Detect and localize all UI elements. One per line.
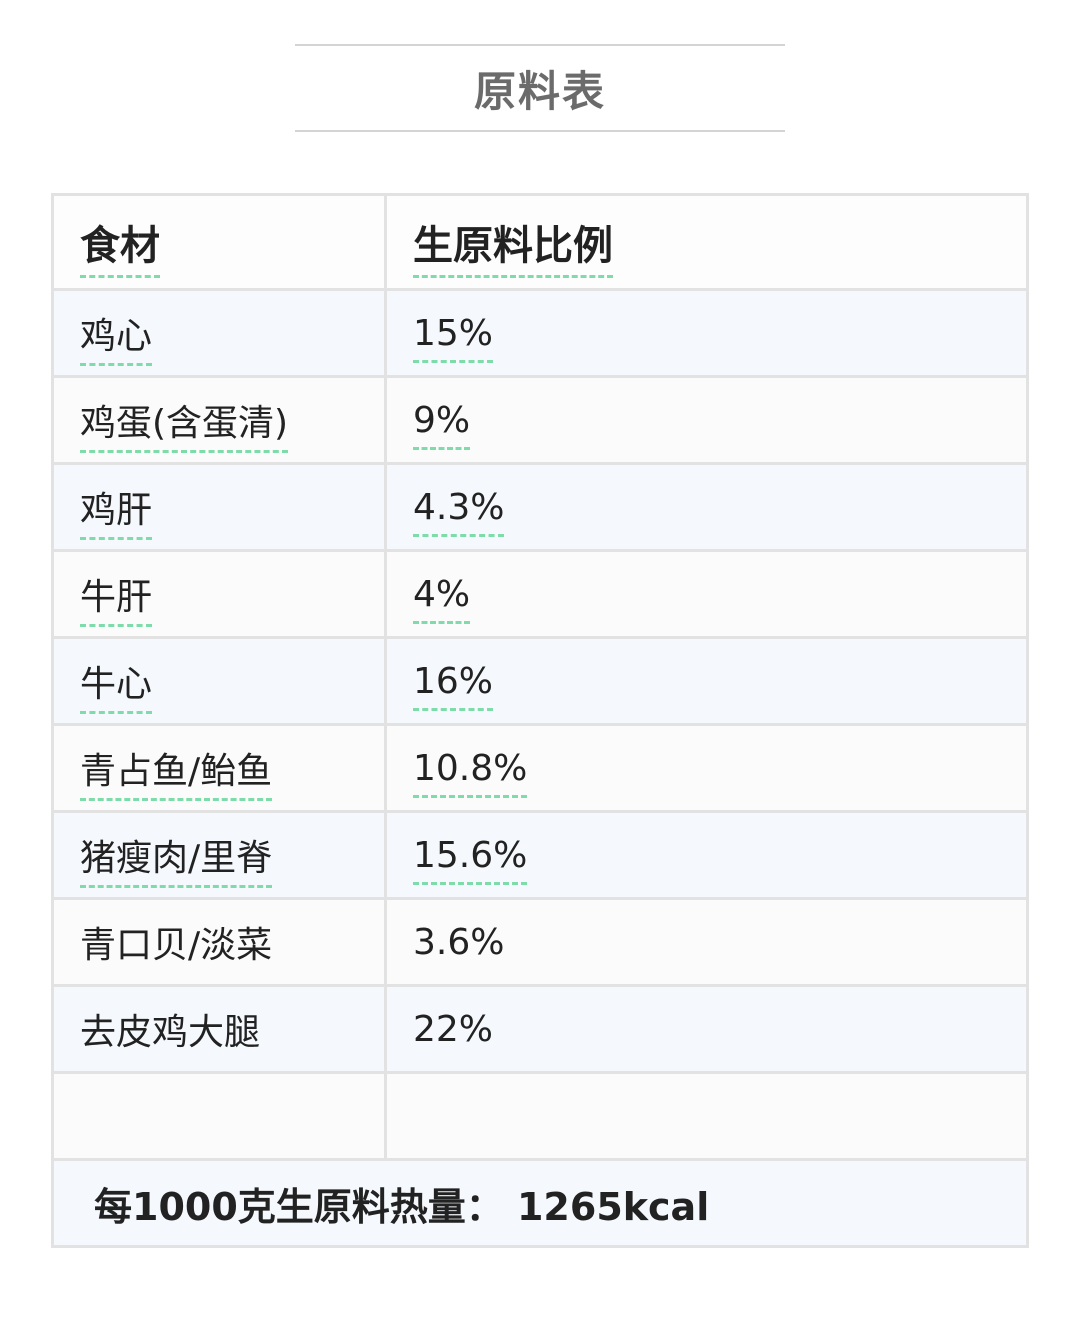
ingredient-ratio: 15% bbox=[413, 312, 494, 363]
header-ratio: 生原料比例 bbox=[413, 223, 613, 278]
table-row: 去皮鸡大腿 22% bbox=[51, 984, 1029, 1074]
table-row: 牛心 16% bbox=[51, 636, 1029, 726]
table-row: 鸡蛋(含蛋清) 9% bbox=[51, 375, 1029, 465]
ingredient-ratio: 3.6% bbox=[413, 921, 505, 963]
title-box: 原料表 bbox=[295, 44, 785, 132]
table-row: 青口贝/淡菜 3.6% bbox=[51, 897, 1029, 987]
header-ingredient: 食材 bbox=[80, 223, 160, 278]
ingredient-ratio: 15.6% bbox=[413, 834, 528, 885]
ingredient-name: 鸡肝 bbox=[80, 490, 153, 540]
ingredient-name: 青占鱼/鲐鱼 bbox=[80, 751, 273, 801]
table-row: 鸡心 15% bbox=[51, 288, 1029, 378]
table-row: 青占鱼/鲐鱼 10.8% bbox=[51, 723, 1029, 813]
ingredient-ratio: 4% bbox=[413, 573, 471, 624]
ingredient-ratio: 16% bbox=[413, 660, 494, 711]
ingredient-name: 牛心 bbox=[80, 664, 153, 714]
table-row: 牛肝 4% bbox=[51, 549, 1029, 639]
empty-row bbox=[51, 1071, 1029, 1161]
ingredient-name: 青口贝/淡菜 bbox=[80, 925, 273, 966]
ingredient-ratio: 4.3% bbox=[413, 486, 505, 537]
ingredient-name: 猪瘦肉/里脊 bbox=[80, 838, 273, 888]
page-title: 原料表 bbox=[473, 66, 606, 116]
calorie-text: 每1000克生原料热量： 1265kcal bbox=[94, 1184, 710, 1229]
table-row: 鸡肝 4.3% bbox=[51, 462, 1029, 552]
table-row: 猪瘦肉/里脊 15.6% bbox=[51, 810, 1029, 900]
ingredients-table: 食材 生原料比例 鸡心 15% 鸡蛋(含蛋清) 9% 鸡肝 4.3% 牛肝 4% 牛心 16% 青占… bbox=[51, 193, 1029, 1248]
ingredient-name: 鸡蛋(含蛋清) bbox=[80, 403, 289, 453]
ingredient-ratio: 10.8% bbox=[413, 747, 528, 798]
ingredient-name: 牛肝 bbox=[80, 577, 153, 627]
ingredient-ratio: 22% bbox=[413, 1008, 494, 1050]
ingredient-ratio: 9% bbox=[413, 399, 471, 450]
ingredient-name: 去皮鸡大腿 bbox=[80, 1012, 261, 1053]
table-header: 食材 生原料比例 bbox=[51, 193, 1029, 291]
ingredient-name: 鸡心 bbox=[80, 316, 153, 366]
calorie-footer-row: 每1000克生原料热量： 1265kcal bbox=[51, 1158, 1029, 1248]
